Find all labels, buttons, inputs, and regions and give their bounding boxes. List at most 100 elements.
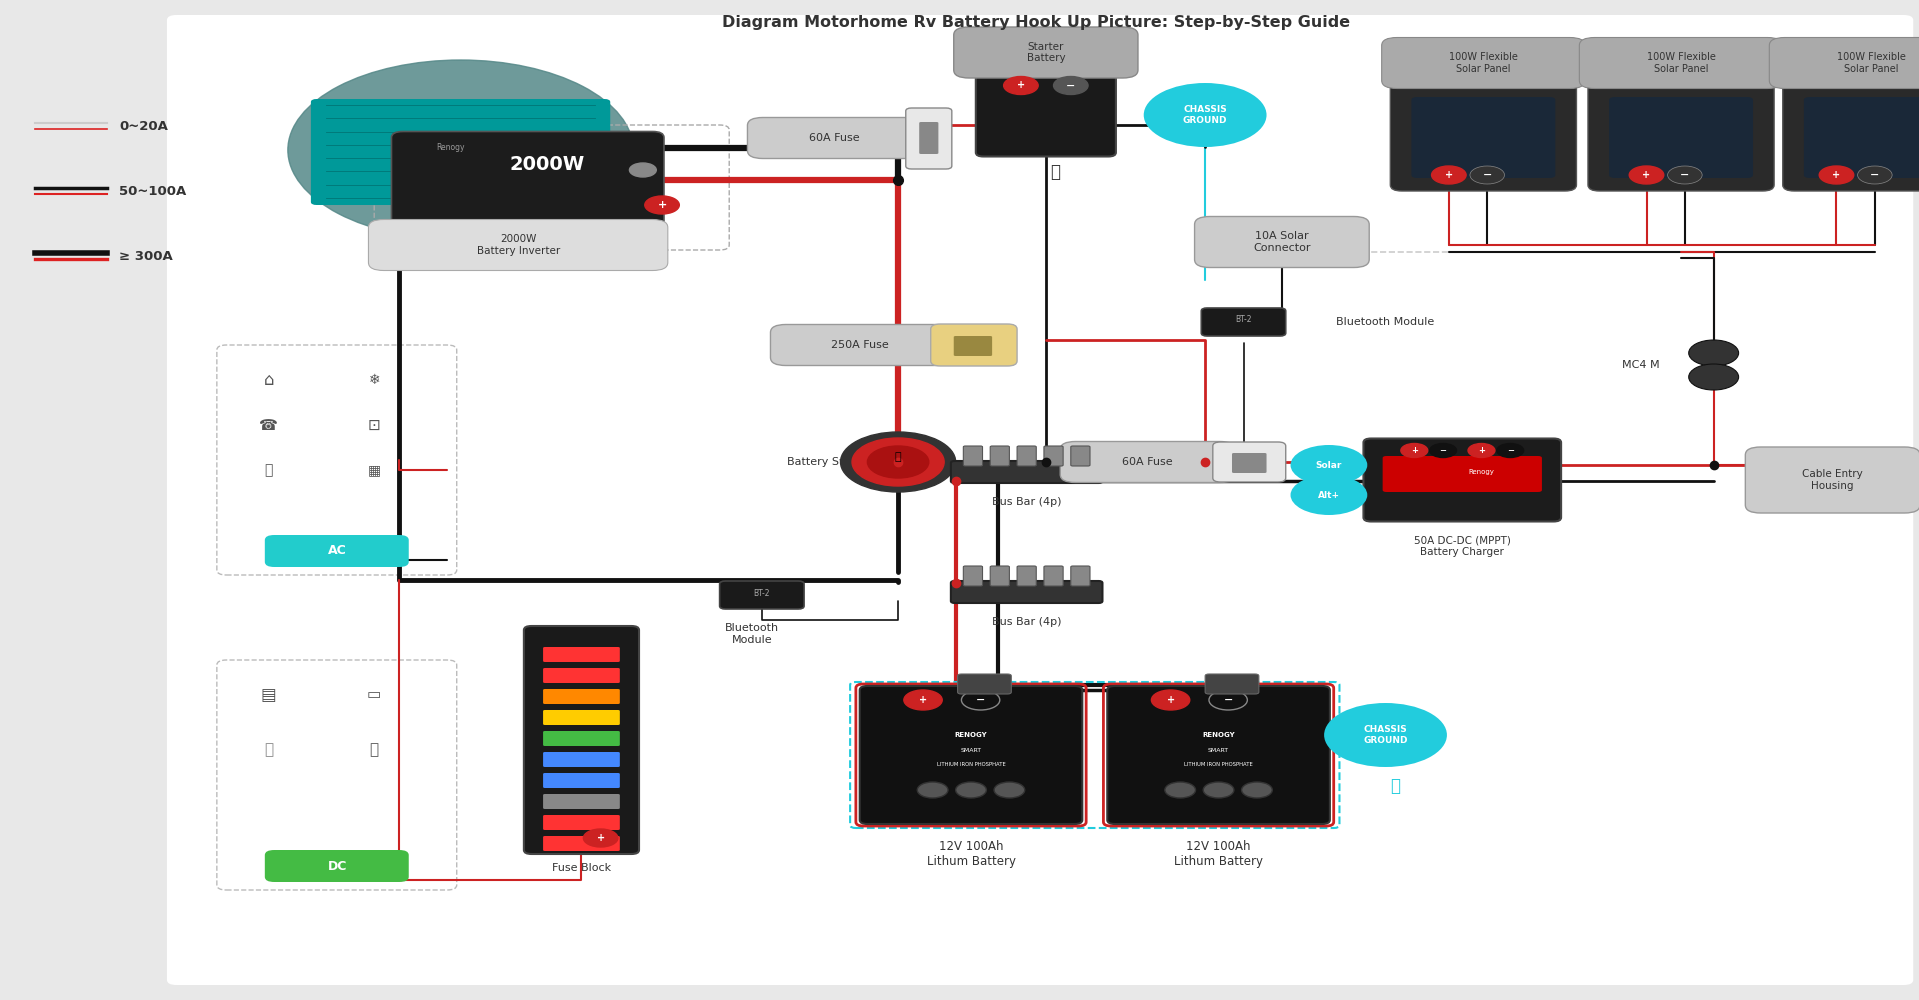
Text: +: +: [1478, 446, 1485, 455]
Text: +: +: [1643, 170, 1650, 180]
Circle shape: [956, 782, 986, 798]
FancyBboxPatch shape: [1389, 79, 1577, 191]
Text: CHASSIS
GROUND: CHASSIS GROUND: [1362, 725, 1409, 745]
Text: ☎: ☎: [259, 418, 278, 432]
Circle shape: [1689, 364, 1739, 390]
FancyBboxPatch shape: [543, 731, 620, 746]
FancyBboxPatch shape: [543, 836, 620, 851]
FancyBboxPatch shape: [1412, 97, 1556, 178]
Text: ⌂: ⌂: [263, 371, 274, 389]
FancyBboxPatch shape: [543, 668, 620, 683]
FancyBboxPatch shape: [977, 74, 1117, 156]
Text: 💡: 💡: [265, 742, 272, 758]
Circle shape: [1242, 782, 1272, 798]
Circle shape: [1470, 166, 1504, 184]
Text: +: +: [1410, 446, 1418, 455]
Text: +: +: [919, 695, 927, 705]
Text: RENOGY: RENOGY: [1201, 732, 1236, 738]
Text: MC4 M: MC4 M: [1622, 360, 1660, 370]
FancyBboxPatch shape: [860, 686, 1082, 824]
Text: ⊡: ⊡: [368, 418, 380, 432]
FancyBboxPatch shape: [543, 815, 620, 830]
FancyBboxPatch shape: [748, 117, 923, 158]
Text: Diagram Motorhome Rv Battery Hook Up Picture: Step-by-Step Guide: Diagram Motorhome Rv Battery Hook Up Pic…: [722, 15, 1351, 30]
FancyBboxPatch shape: [1382, 37, 1585, 88]
FancyBboxPatch shape: [1196, 216, 1370, 267]
Text: BT-2: BT-2: [1236, 316, 1251, 324]
FancyBboxPatch shape: [543, 773, 620, 788]
FancyBboxPatch shape: [919, 122, 938, 154]
FancyBboxPatch shape: [963, 446, 983, 466]
Circle shape: [1209, 690, 1247, 710]
Text: 100W Flexible
Solar Panel: 100W Flexible Solar Panel: [1836, 52, 1906, 74]
FancyBboxPatch shape: [524, 626, 639, 854]
FancyBboxPatch shape: [1213, 442, 1286, 482]
Text: −: −: [1871, 170, 1879, 180]
Text: Renogy: Renogy: [438, 143, 464, 152]
Text: −: −: [1506, 446, 1514, 455]
Text: 50~100A: 50~100A: [119, 185, 186, 198]
Circle shape: [852, 438, 944, 486]
Circle shape: [1819, 166, 1854, 184]
Circle shape: [1054, 77, 1088, 95]
Text: −: −: [1681, 170, 1689, 180]
FancyBboxPatch shape: [958, 674, 1011, 694]
Text: DC: DC: [328, 859, 347, 872]
FancyBboxPatch shape: [720, 581, 804, 609]
Text: Cable Entry
Housing: Cable Entry Housing: [1802, 469, 1863, 491]
FancyBboxPatch shape: [1746, 447, 1919, 513]
Text: ⬜: ⬜: [370, 742, 378, 758]
Text: Battery Switch: Battery Switch: [787, 457, 869, 467]
Text: ⏚: ⏚: [1389, 777, 1401, 795]
FancyBboxPatch shape: [368, 220, 668, 271]
Text: −: −: [1067, 81, 1075, 91]
FancyBboxPatch shape: [1362, 438, 1562, 521]
Circle shape: [1004, 77, 1038, 95]
FancyBboxPatch shape: [1107, 686, 1330, 824]
FancyBboxPatch shape: [954, 27, 1138, 78]
Text: AC: AC: [328, 544, 347, 558]
FancyBboxPatch shape: [543, 710, 620, 725]
FancyBboxPatch shape: [963, 566, 983, 586]
Text: 10A Solar
Connector: 10A Solar Connector: [1253, 231, 1311, 253]
Text: 0~20A: 0~20A: [119, 119, 167, 132]
Text: ❄: ❄: [368, 373, 380, 387]
FancyBboxPatch shape: [990, 566, 1009, 586]
Text: 60A Fuse: 60A Fuse: [1123, 457, 1173, 467]
Text: ≥ 300A: ≥ 300A: [119, 249, 173, 262]
Circle shape: [1203, 782, 1234, 798]
FancyBboxPatch shape: [1382, 456, 1543, 492]
Circle shape: [1430, 444, 1457, 458]
Text: ▭: ▭: [367, 688, 382, 702]
Text: ▦: ▦: [368, 463, 380, 477]
Circle shape: [1324, 703, 1447, 767]
FancyBboxPatch shape: [1589, 79, 1773, 191]
Circle shape: [1668, 166, 1702, 184]
Text: −: −: [1483, 170, 1491, 180]
FancyBboxPatch shape: [1201, 308, 1286, 336]
Circle shape: [1432, 166, 1466, 184]
Text: +: +: [597, 833, 604, 843]
FancyBboxPatch shape: [1783, 79, 1919, 191]
Text: Solar: Solar: [1316, 460, 1341, 470]
Circle shape: [288, 60, 633, 240]
FancyBboxPatch shape: [1769, 37, 1919, 88]
Circle shape: [904, 690, 942, 710]
FancyBboxPatch shape: [265, 535, 409, 567]
Circle shape: [1151, 690, 1190, 710]
Text: Bluetooth
Module: Bluetooth Module: [725, 623, 779, 645]
Text: LITHIUM IRON PHOSPHATE: LITHIUM IRON PHOSPHATE: [936, 762, 1006, 768]
Circle shape: [1629, 166, 1664, 184]
FancyBboxPatch shape: [906, 108, 952, 169]
FancyBboxPatch shape: [1017, 566, 1036, 586]
Text: 50A DC-DC (MPPT)
Battery Charger: 50A DC-DC (MPPT) Battery Charger: [1414, 536, 1510, 557]
Text: 12V 100Ah
Lithum Battery: 12V 100Ah Lithum Battery: [1174, 840, 1263, 868]
Circle shape: [1401, 444, 1428, 458]
FancyBboxPatch shape: [1044, 566, 1063, 586]
FancyBboxPatch shape: [1059, 441, 1236, 482]
Text: +: +: [1445, 170, 1453, 180]
Text: 100W Flexible
Solar Panel: 100W Flexible Solar Panel: [1647, 52, 1716, 74]
Text: −: −: [977, 695, 984, 705]
Circle shape: [1497, 444, 1524, 458]
Circle shape: [1468, 444, 1495, 458]
